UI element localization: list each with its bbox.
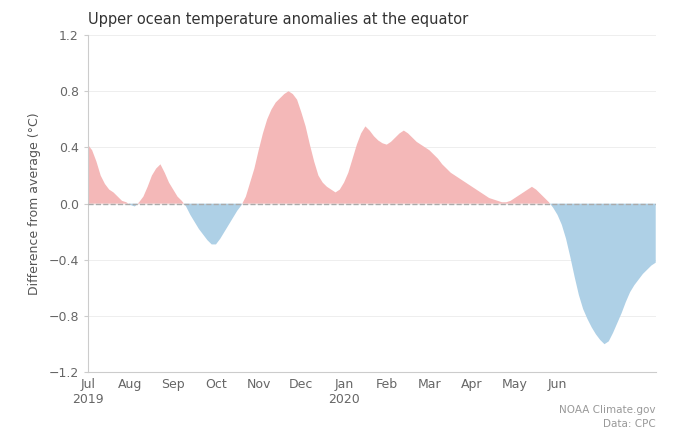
Text: Upper ocean temperature anomalies at the equator: Upper ocean temperature anomalies at the… (88, 12, 468, 27)
Text: NOAA Climate.gov
Data: CPC: NOAA Climate.gov Data: CPC (559, 405, 656, 429)
Y-axis label: Difference from average (°C): Difference from average (°C) (28, 113, 41, 295)
